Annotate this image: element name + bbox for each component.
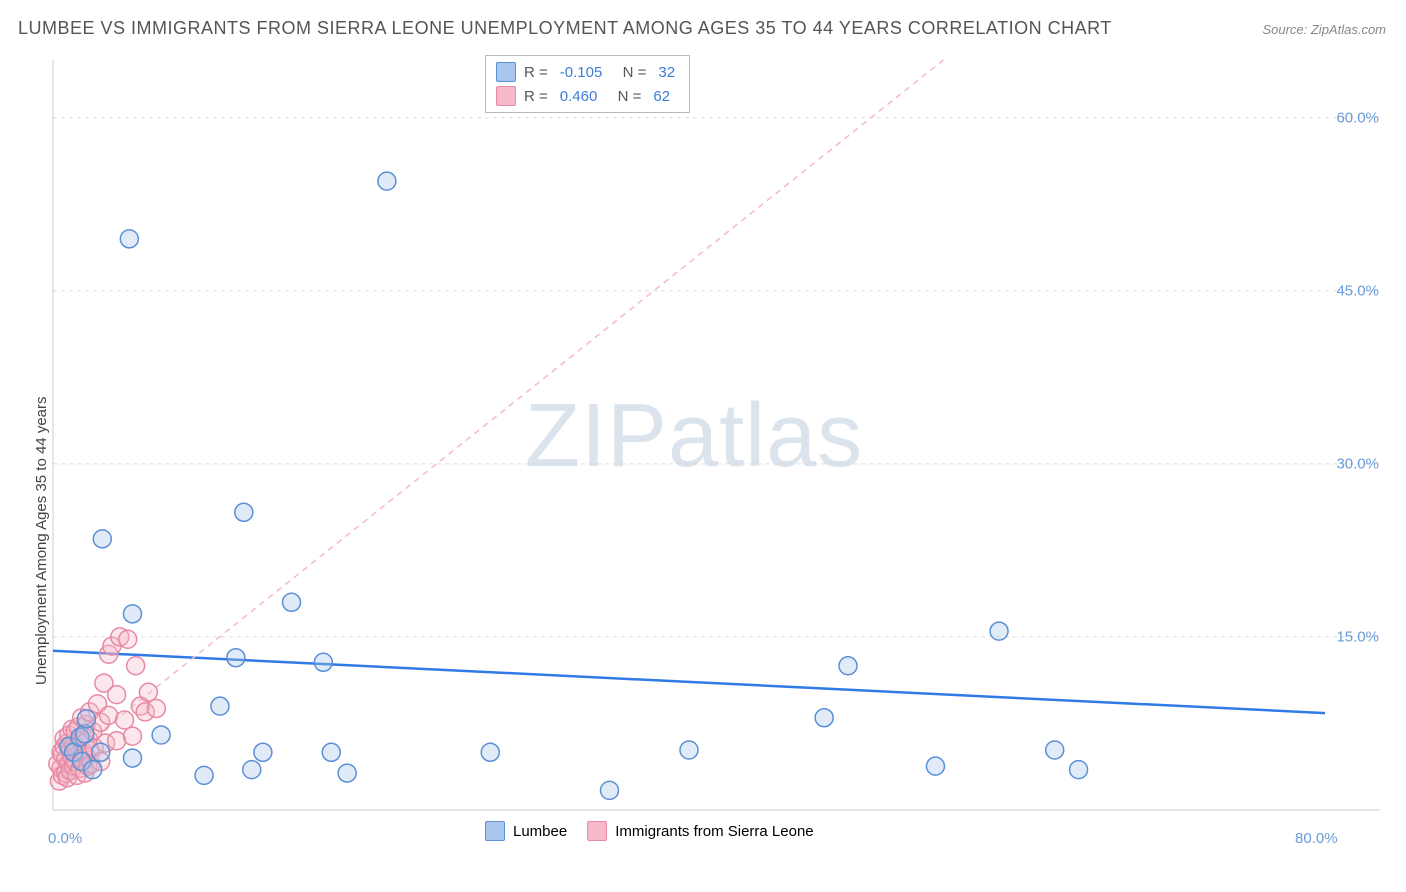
y-tick-label: 15.0% — [1336, 628, 1379, 645]
x-tick-label: 80.0% — [1295, 830, 1338, 847]
n-label: N = — [609, 88, 641, 105]
n-value: 62 — [653, 88, 670, 105]
legend-stat-row: R = 0.460 N = 62 — [496, 84, 679, 108]
chart-area: Unemployment Among Ages 35 to 44 years Z… — [45, 55, 1385, 835]
legend-label: Lumbee — [513, 823, 567, 840]
legend-item: Lumbee — [485, 819, 567, 843]
r-label: R = — [524, 64, 548, 81]
series-legend: Lumbee Immigrants from Sierra Leone — [485, 819, 814, 843]
x-tick-label: 0.0% — [48, 830, 82, 847]
y-tick-label: 30.0% — [1336, 455, 1379, 472]
legend-item: Immigrants from Sierra Leone — [587, 819, 813, 843]
y-tick-label: 45.0% — [1336, 282, 1379, 299]
legend-swatch — [496, 86, 516, 106]
y-tick-label: 60.0% — [1336, 109, 1379, 126]
n-value: 32 — [658, 64, 675, 81]
legend-swatch — [496, 62, 516, 82]
legend-swatch — [587, 821, 607, 841]
r-label: R = — [524, 88, 548, 105]
correlation-legend: R = -0.105 N = 32 R = 0.460 N = 62 — [485, 55, 690, 113]
source-label: Source: ZipAtlas.com — [1262, 22, 1386, 37]
legend-stat-row: R = -0.105 N = 32 — [496, 60, 679, 84]
legend-label: Immigrants from Sierra Leone — [615, 823, 813, 840]
r-value: 0.460 — [560, 88, 598, 105]
legend-swatch — [485, 821, 505, 841]
r-value: -0.105 — [560, 64, 603, 81]
scatter-plot — [45, 55, 1385, 835]
n-label: N = — [614, 64, 646, 81]
chart-title: LUMBEE VS IMMIGRANTS FROM SIERRA LEONE U… — [18, 18, 1112, 39]
